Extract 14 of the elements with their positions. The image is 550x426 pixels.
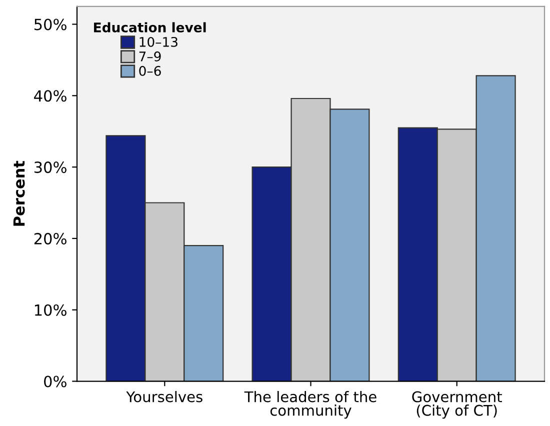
x-tick-label: Yourselves — [126, 390, 202, 402]
legend-label: 0–6 — [139, 66, 161, 76]
legend-label: 10–13 — [140, 36, 178, 47]
x-tick-label: Government (City of CT) — [412, 391, 502, 419]
y-tick-label: 30% — [34, 162, 66, 174]
y-tick-label: 0% — [44, 376, 66, 388]
y-tick-label: 10% — [35, 304, 66, 316]
legend-title: Education level — [94, 22, 206, 32]
y-axis-title: Percent — [13, 160, 25, 226]
y-tick-label: 40% — [34, 90, 66, 102]
y-tick-label: 20% — [34, 232, 66, 244]
legend-label: 7–9 — [139, 51, 161, 62]
y-tick-label: 50% — [34, 18, 66, 30]
x-tick-label: The leaders of the community — [244, 390, 376, 419]
